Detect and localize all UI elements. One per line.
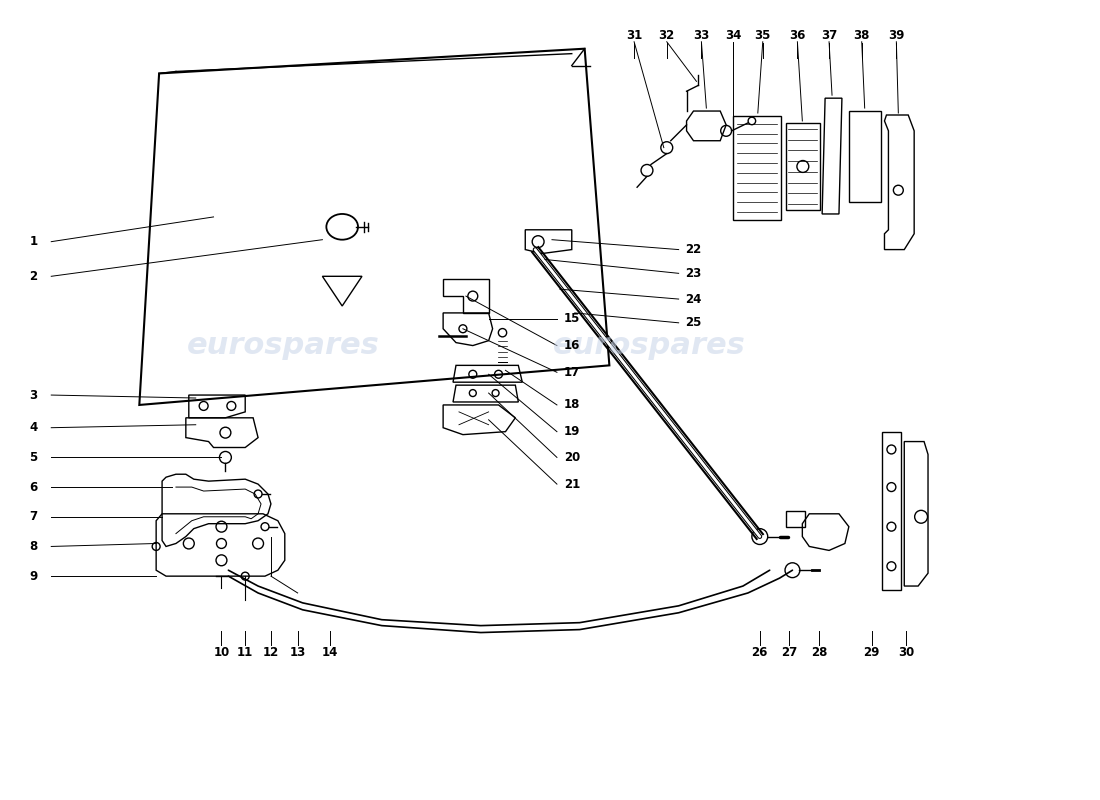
Text: 37: 37 xyxy=(821,30,837,42)
Text: 10: 10 xyxy=(213,646,230,659)
Text: 28: 28 xyxy=(811,646,827,659)
Text: 11: 11 xyxy=(238,646,253,659)
Text: 35: 35 xyxy=(755,30,771,42)
Text: 22: 22 xyxy=(685,243,702,256)
Text: 36: 36 xyxy=(789,30,805,42)
Text: 20: 20 xyxy=(563,451,580,464)
Text: 23: 23 xyxy=(685,267,702,280)
Text: 13: 13 xyxy=(289,646,306,659)
Text: 15: 15 xyxy=(563,312,580,326)
Text: 26: 26 xyxy=(751,646,768,659)
Text: 27: 27 xyxy=(781,646,798,659)
Text: 30: 30 xyxy=(898,646,914,659)
Text: 34: 34 xyxy=(725,30,741,42)
Text: eurospares: eurospares xyxy=(186,331,380,360)
Text: eurospares: eurospares xyxy=(552,331,746,360)
Text: 29: 29 xyxy=(864,646,880,659)
Text: 33: 33 xyxy=(693,30,710,42)
Text: 9: 9 xyxy=(30,570,37,582)
Text: 16: 16 xyxy=(563,339,580,352)
Text: 31: 31 xyxy=(626,30,642,42)
Text: 4: 4 xyxy=(30,422,37,434)
Text: 25: 25 xyxy=(685,316,702,330)
Text: 5: 5 xyxy=(30,451,37,464)
Text: 14: 14 xyxy=(322,646,339,659)
Text: 17: 17 xyxy=(563,366,580,378)
Text: 39: 39 xyxy=(888,30,904,42)
Text: 12: 12 xyxy=(263,646,279,659)
Text: 24: 24 xyxy=(685,293,702,306)
Text: 38: 38 xyxy=(854,30,870,42)
Text: 32: 32 xyxy=(659,30,675,42)
Text: 1: 1 xyxy=(30,235,37,248)
Text: 2: 2 xyxy=(30,270,37,283)
Text: 7: 7 xyxy=(30,510,37,523)
Text: 18: 18 xyxy=(563,398,580,411)
Text: 8: 8 xyxy=(30,540,37,553)
Text: 21: 21 xyxy=(563,478,580,490)
Text: 6: 6 xyxy=(30,481,37,494)
Text: 19: 19 xyxy=(563,425,580,438)
Text: 3: 3 xyxy=(30,389,37,402)
